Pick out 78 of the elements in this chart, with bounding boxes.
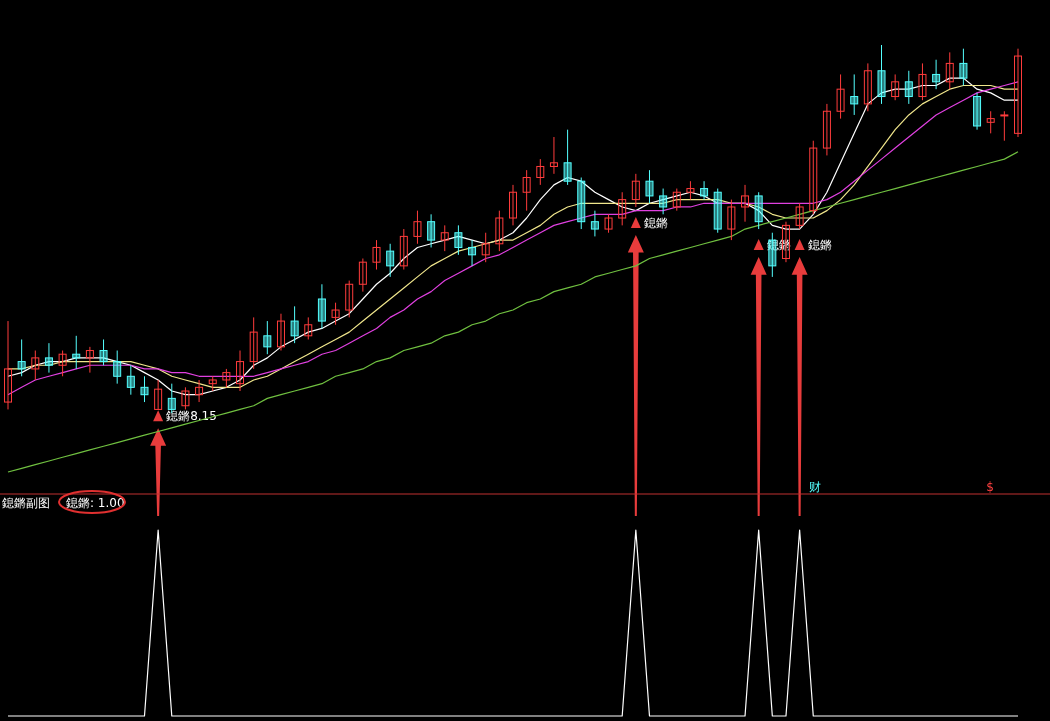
candlestick [1014, 48, 1022, 138]
candlestick [44, 342, 53, 374]
candlestick [495, 210, 504, 252]
candlestick [1000, 110, 1009, 142]
candlestick [700, 180, 709, 201]
candlestick [58, 350, 67, 377]
candlestick [904, 70, 913, 105]
candlestick [863, 62, 872, 112]
candlestick [713, 188, 722, 234]
candlestick [809, 140, 818, 215]
candlestick [249, 316, 258, 370]
candlestick [645, 169, 654, 204]
candlestick [113, 350, 122, 385]
candlestick [372, 239, 381, 271]
candlestick [822, 103, 831, 156]
candlestick [549, 136, 558, 175]
candlestick [918, 62, 927, 101]
annotation: 鎴鏘8.15 [166, 409, 217, 424]
candlestick [4, 320, 12, 410]
candlestick [932, 59, 941, 90]
candlestick [263, 320, 272, 355]
candlestick [331, 302, 340, 326]
candlestick [276, 313, 285, 352]
candlestick [413, 210, 422, 245]
candlestick [590, 210, 599, 237]
candlestick [399, 228, 408, 271]
candlestick [290, 305, 299, 344]
candlestick [317, 283, 326, 329]
candlestick [686, 180, 695, 201]
annotation: 鎴鏘 [643, 215, 668, 230]
candlestick [454, 224, 463, 256]
candlestick [536, 158, 545, 186]
candlestick [427, 213, 436, 248]
annotation: 鎴鏘 [807, 238, 832, 253]
candlestick [236, 350, 245, 392]
candlestick [877, 44, 886, 105]
candlestick [891, 73, 900, 101]
candlestick [945, 51, 954, 90]
candlestick [126, 364, 135, 396]
candlestick [986, 110, 995, 134]
candlestick [672, 188, 681, 212]
candlestick [31, 350, 40, 381]
candlestick [181, 386, 190, 410]
candlestick [222, 368, 231, 388]
candlestick [481, 232, 490, 263]
candlestick [85, 346, 94, 374]
candlestick [850, 73, 859, 116]
text: 鎴鏘: 1.00 [66, 496, 125, 510]
candlestick [631, 173, 640, 208]
candlestick [522, 169, 531, 212]
candlestick [727, 199, 736, 241]
candlestick [440, 224, 449, 252]
text: $ [986, 480, 994, 494]
candlestick [154, 379, 163, 410]
candlestick [604, 213, 613, 234]
text: 财 [809, 480, 821, 494]
candlestick [358, 258, 367, 293]
candlestick [195, 379, 204, 403]
candlestick [386, 243, 395, 278]
candlestick [754, 191, 763, 230]
candlestick [659, 188, 668, 215]
candlestick [795, 202, 804, 230]
candlestick [140, 375, 149, 403]
candlestick [836, 73, 845, 120]
candlestick [563, 129, 572, 186]
candlestick [99, 338, 108, 366]
candlestick [72, 335, 81, 370]
candlestick [304, 316, 313, 340]
candlestick [973, 92, 982, 131]
chart-title: 鎴鏘副图 [2, 496, 50, 510]
candlestick [17, 338, 26, 377]
candlestick [741, 184, 750, 223]
candlestick [618, 191, 627, 226]
candlestick [345, 280, 354, 318]
candlestick [468, 239, 477, 267]
candlestick [577, 177, 586, 230]
candlestick [959, 48, 968, 86]
candlestick [509, 184, 517, 226]
